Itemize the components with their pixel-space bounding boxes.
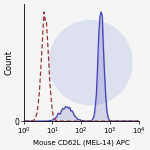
Y-axis label: Count: Count (4, 50, 13, 75)
X-axis label: Mouse CD62L (MEL-14) APC: Mouse CD62L (MEL-14) APC (33, 139, 130, 146)
Circle shape (49, 21, 132, 105)
